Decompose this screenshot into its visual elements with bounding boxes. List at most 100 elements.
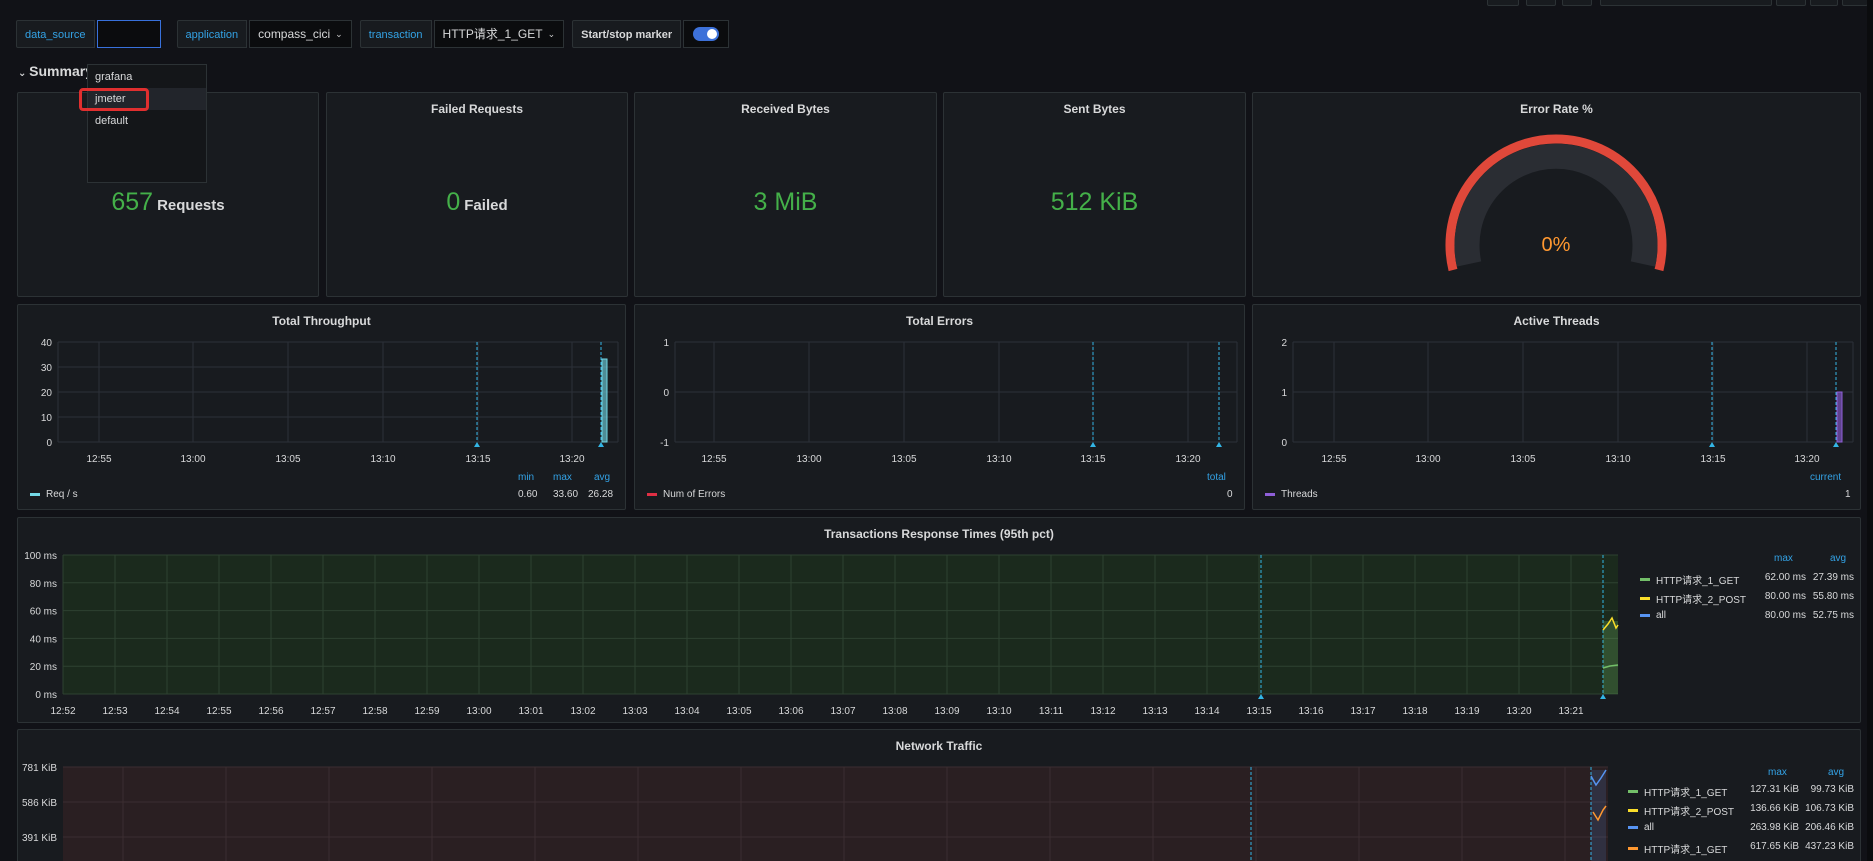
legend-series[interactable]: HTTP请求_1_GET xyxy=(1628,784,1727,799)
zoom-button[interactable] xyxy=(1776,0,1806,6)
legend-value-max: 80.00 ms xyxy=(1764,610,1806,621)
x-tick-label: 13:21 xyxy=(1558,706,1583,717)
panel-total-throughput: Total Throughput 40 30 20 10 0 12:55 13:00 13:0… xyxy=(17,304,626,510)
y-tick-label: 40 ms xyxy=(30,634,57,645)
legend-value-max: 617.65 KiB xyxy=(1750,841,1799,852)
annotation-marker-triangle xyxy=(1258,694,1264,699)
x-tick-label: 13:14 xyxy=(1194,706,1219,717)
y-tick-label: 586 KiB xyxy=(22,798,57,809)
legend-value-avg: 437.23 KiB xyxy=(1805,841,1854,852)
data-source-label: data_source xyxy=(16,20,95,48)
legend-value-avg: 26.28 xyxy=(588,489,614,500)
gauge: 0% xyxy=(1445,134,1667,272)
transaction-label: transaction xyxy=(359,20,432,48)
marker-toggle-box[interactable] xyxy=(683,20,730,48)
row-header-summary[interactable]: ⌄ Summary xyxy=(18,63,93,79)
annotation-marker-triangle xyxy=(1216,442,1222,447)
y-tick-label: 0 xyxy=(46,438,52,449)
x-tick-label: 13:10 xyxy=(370,454,395,465)
legend-swatch xyxy=(1628,809,1638,812)
legend-series[interactable]: Threads xyxy=(1265,489,1318,500)
gauge-threshold-arc xyxy=(1445,134,1667,272)
x-tick-label: 13:17 xyxy=(1350,706,1375,717)
x-tick-label: 13:05 xyxy=(275,454,300,465)
legend-value-max: 80.00 ms xyxy=(1764,591,1806,602)
toolbar-button[interactable] xyxy=(1487,0,1519,6)
application-value: compass_cici xyxy=(258,27,331,41)
y-tick-label: 391 KiB xyxy=(22,833,57,844)
legend-value-max: 127.31 KiB xyxy=(1750,784,1799,795)
panel-sent-bytes: Sent Bytes 512 KiB xyxy=(943,92,1246,297)
y-tick-label: 2 xyxy=(1281,338,1287,349)
x-tick-label: 12:55 xyxy=(701,454,726,465)
transaction-value: HTTP请求_1_GET xyxy=(442,27,543,41)
x-tick-label: 13:15 xyxy=(1246,706,1271,717)
legend-series[interactable]: HTTP请求_1_GET xyxy=(1628,841,1727,856)
x-tick-label: 13:13 xyxy=(1142,706,1167,717)
x-tick-label: 13:19 xyxy=(1454,706,1479,717)
x-tick-label: 13:03 xyxy=(622,706,647,717)
x-tick-label: 13:10 xyxy=(986,454,1011,465)
y-tick-label: 40 xyxy=(41,338,53,349)
page-scrollbar[interactable] xyxy=(1867,0,1873,861)
application-select[interactable]: compass_cici ⌄ xyxy=(249,20,352,48)
stat-value: 512 KiB xyxy=(1050,188,1139,216)
panel-title: Total Errors xyxy=(905,314,974,328)
refresh-interval-button[interactable] xyxy=(1842,0,1868,6)
legend-swatch xyxy=(1628,847,1638,850)
legend-series-name: all xyxy=(1656,610,1667,621)
legend-value-avg: 52.75 ms xyxy=(1812,610,1854,621)
legend-series[interactable]: HTTP请求_1_GET xyxy=(1640,572,1739,587)
panel-error-rate: Error Rate % 0% xyxy=(1252,92,1861,297)
legend-series[interactable]: Req / s xyxy=(30,489,78,500)
legend-series-name: HTTP请求_1_GET xyxy=(1644,845,1728,856)
y-tick-label: 0 ms xyxy=(35,690,57,701)
time-range-picker[interactable] xyxy=(1600,0,1772,6)
legend-series[interactable]: HTTP请求_2_POST xyxy=(1640,591,1746,606)
legend-series[interactable]: all xyxy=(1640,610,1666,621)
y-tick-label: 60 ms xyxy=(30,607,57,618)
marker-variable: Start/stop marker xyxy=(572,20,730,48)
legend-swatch xyxy=(1640,597,1650,600)
data-source-variable: data_source xyxy=(16,20,161,48)
legend-series[interactable]: Num of Errors xyxy=(647,489,725,500)
legend-series-name: Threads xyxy=(1281,489,1318,500)
x-tick-label: 12:56 xyxy=(258,706,283,717)
legend-swatch xyxy=(1265,493,1275,496)
x-tick-label: 12:55 xyxy=(1321,454,1346,465)
x-tick-label: 13:20 xyxy=(1794,454,1819,465)
legend-value-avg: 99.73 KiB xyxy=(1810,784,1854,795)
toolbar-button[interactable] xyxy=(1526,0,1556,6)
chevron-down-icon: ⌄ xyxy=(335,29,343,39)
x-tick-label: 13:20 xyxy=(1506,706,1531,717)
legend-series[interactable]: all xyxy=(1628,822,1654,833)
data-source-input[interactable] xyxy=(96,20,161,48)
panel-active-threads: Active Threads 2 1 0 12:55 13:00 13:05 13:10 13… xyxy=(1252,304,1861,510)
legend-series-name: Num of Errors xyxy=(663,489,726,500)
marker-toggle[interactable] xyxy=(693,27,720,41)
legend-header-avg: avg xyxy=(594,472,611,483)
refresh-button[interactable] xyxy=(1810,0,1838,6)
x-tick-label: 13:00 xyxy=(796,454,821,465)
legend-series[interactable]: HTTP请求_2_POST xyxy=(1628,803,1734,818)
x-tick-label: 13:01 xyxy=(518,706,543,717)
network-graph: 781 KiB 586 KiB 391 KiB xyxy=(22,763,1608,861)
stat-sent: 512 KiB xyxy=(944,188,1245,217)
x-tick-label: 13:16 xyxy=(1298,706,1323,717)
x-tick-label: 13:12 xyxy=(1090,706,1115,717)
dropdown-option-default[interactable]: default xyxy=(95,115,129,127)
x-tick-label: 13:04 xyxy=(674,706,699,717)
toolbar-button[interactable] xyxy=(1562,0,1592,6)
x-tick-label: 13:18 xyxy=(1402,706,1427,717)
x-tick-label: 13:05 xyxy=(726,706,751,717)
legend-header-max: max xyxy=(1768,767,1787,778)
transaction-select[interactable]: HTTP请求_1_GET ⌄ xyxy=(433,20,565,48)
x-tick-label: 13:10 xyxy=(986,706,1011,717)
legend-header-avg: avg xyxy=(1830,553,1847,564)
dropdown-option-grafana[interactable]: grafana xyxy=(95,71,133,83)
x-tick-label: 12:55 xyxy=(86,454,111,465)
stat-received: 3 MiB xyxy=(635,188,936,217)
panel-title: Active Threads xyxy=(1513,314,1600,328)
y-tick-label: -1 xyxy=(660,438,669,449)
series-line-all xyxy=(1590,769,1607,787)
